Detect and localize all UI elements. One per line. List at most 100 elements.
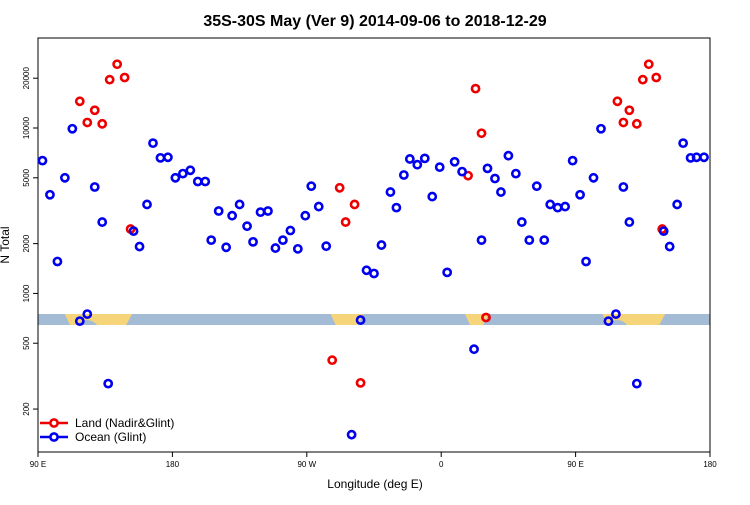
land-point xyxy=(470,83,481,94)
ocean-point xyxy=(539,235,550,246)
ocean-point xyxy=(376,240,387,250)
ocean-point xyxy=(177,168,188,179)
ocean-point xyxy=(449,156,460,167)
y-axis-label: N Total xyxy=(0,226,12,263)
x-tick-label: 0 xyxy=(439,460,444,469)
ocean-point xyxy=(321,241,332,252)
ocean-point xyxy=(678,138,689,149)
band-ocean xyxy=(38,314,710,325)
land-point xyxy=(481,312,491,323)
ocean-point xyxy=(221,242,232,253)
ocean-point xyxy=(155,152,166,163)
band-land-1 xyxy=(64,314,133,325)
ocean-point xyxy=(503,150,514,161)
land-point xyxy=(89,105,100,116)
ocean-point xyxy=(581,256,591,267)
land-point xyxy=(618,117,629,128)
series-ocean xyxy=(37,123,709,440)
ocean-point xyxy=(611,309,621,319)
x-tick-label: 180 xyxy=(166,460,180,469)
ocean-point xyxy=(476,235,487,246)
ocean-point xyxy=(567,155,578,166)
ocean-point xyxy=(52,256,63,267)
x-axis-label: Longitude (deg E) xyxy=(327,477,422,491)
series-land xyxy=(74,59,668,388)
ocean-point xyxy=(148,138,158,149)
ocean-point xyxy=(355,315,366,325)
ocean-point xyxy=(74,316,85,327)
ocean-point xyxy=(588,172,599,183)
ocean-point xyxy=(255,207,266,218)
ocean-point xyxy=(524,235,535,246)
ocean-point xyxy=(442,267,453,278)
ocean-point xyxy=(385,187,396,197)
ocean-point xyxy=(552,202,563,213)
ocean-point xyxy=(213,206,224,216)
ocean-point xyxy=(346,429,357,440)
ocean-point xyxy=(457,166,468,177)
ocean-point xyxy=(163,152,173,163)
land-point xyxy=(104,74,115,85)
ocean-point xyxy=(270,243,281,253)
ocean-point xyxy=(128,226,139,237)
ocean-point xyxy=(248,236,258,247)
land-point xyxy=(643,59,654,70)
y-tick-label: 500 xyxy=(22,336,31,350)
legend-label: Land (Nadir&Glint) xyxy=(75,416,174,430)
ocean-point xyxy=(531,181,542,192)
ocean-point xyxy=(404,154,415,164)
data-points-layer xyxy=(37,59,709,440)
ocean-point xyxy=(672,199,683,210)
land-point xyxy=(82,117,93,128)
ocean-point xyxy=(313,201,324,212)
ocean-point xyxy=(545,199,556,210)
chart-title: 35S-30S May (Ver 9) 2014-09-06 to 2018-1… xyxy=(203,13,546,30)
land-point xyxy=(624,105,635,116)
x-tick-label: 90 E xyxy=(567,460,583,469)
ocean-point xyxy=(59,172,70,183)
ocean-point xyxy=(170,172,181,183)
x-tick-label: 90 E xyxy=(30,460,46,469)
ocean-point xyxy=(631,378,642,389)
ocean-point xyxy=(516,217,527,227)
ocean-point xyxy=(391,202,402,213)
land-point xyxy=(651,72,662,83)
ocean-point xyxy=(658,226,669,237)
ocean-point xyxy=(691,152,702,163)
ocean-point xyxy=(227,210,238,221)
ocean-point xyxy=(398,170,409,180)
x-tick-label: 90 W xyxy=(297,460,316,469)
ocean-point xyxy=(278,235,288,246)
legend-marker xyxy=(49,432,59,442)
plot-frame xyxy=(37,37,711,453)
land-point xyxy=(119,72,130,83)
ocean-point xyxy=(412,159,423,170)
ocean-point xyxy=(434,162,445,173)
ocean-point xyxy=(103,378,114,389)
y-tick-label: 1000 xyxy=(22,284,31,302)
ocean-point xyxy=(482,163,493,174)
land-point xyxy=(355,377,366,388)
ocean-point xyxy=(496,187,506,197)
ocean-point xyxy=(200,176,211,187)
ocean-point xyxy=(242,221,252,232)
ocean-point xyxy=(575,189,585,200)
ocean-point xyxy=(306,181,317,192)
x-tick-label: 180 xyxy=(703,460,717,469)
ocean-point xyxy=(664,241,675,252)
plot-frame-layer xyxy=(37,37,711,453)
y-tick-label: 200 xyxy=(22,402,31,416)
ocean-point xyxy=(89,182,100,192)
land-point xyxy=(349,199,360,210)
ocean-point xyxy=(292,243,303,254)
ocean-point xyxy=(469,344,479,355)
ocean-point xyxy=(369,268,379,279)
land-point xyxy=(612,96,623,107)
land-point xyxy=(476,128,487,139)
ocean-point xyxy=(285,225,296,236)
band-land-2 xyxy=(330,314,364,325)
land-point xyxy=(631,118,642,129)
ocean-point xyxy=(510,168,521,179)
